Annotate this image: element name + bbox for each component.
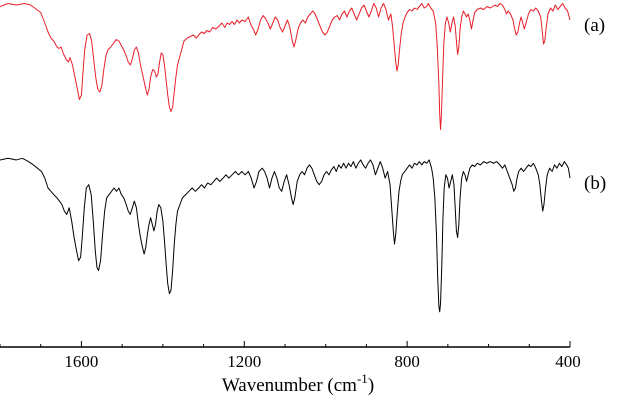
x-tick-label: 1600 — [64, 352, 98, 371]
series-line-a — [0, 3, 571, 130]
x-ticks: 1600 1200 800 400 — [0, 341, 581, 371]
series-line-b — [0, 157, 571, 313]
series-label-a: (a) — [584, 15, 605, 36]
x-axis-title-main: Wavenumber (cm — [222, 375, 357, 396]
x-axis-title: Wavenumber (cm-1) — [222, 371, 374, 396]
x-tick-label: 400 — [555, 352, 581, 371]
x-tick-label: 800 — [394, 352, 420, 371]
series-layer — [0, 3, 571, 313]
x-axis-title-superscript: -1 — [357, 371, 368, 386]
x-tick-label: 1200 — [227, 352, 261, 371]
x-axis-title-close: ) — [368, 375, 374, 396]
series-label-b: (b) — [584, 173, 606, 194]
series-labels: (a) (b) — [584, 15, 606, 194]
